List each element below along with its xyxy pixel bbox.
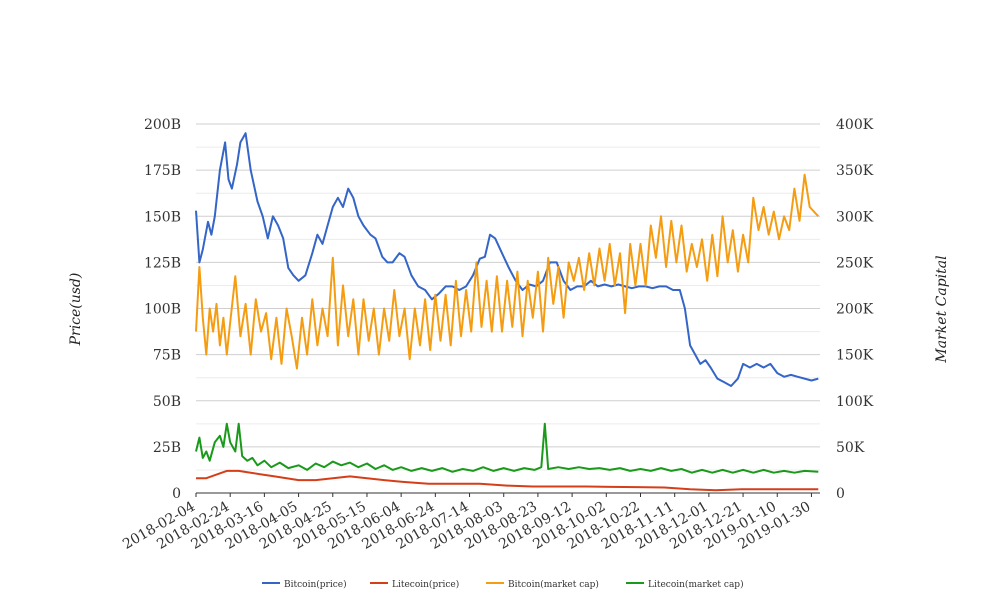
series-lines: [195, 132, 820, 492]
right-axis-ticks: 0 50K 100K 150K 200K 250K 300K 350K 400K: [836, 117, 874, 502]
left-tick-label: 175B: [144, 163, 181, 179]
right-tick-label: 400K: [836, 117, 874, 133]
right-tick-label: 100K: [836, 394, 874, 410]
legend-bitcoin-market-cap-label: Bitcoin(market cap): [508, 579, 599, 590]
left-axis-title: Price(usd): [68, 273, 84, 347]
series-line-bitcoin-price: [195, 132, 819, 387]
left-tick-label: 75B: [153, 348, 181, 364]
series-line-litecoin-price: [196, 469, 819, 492]
right-tick-label: 300K: [836, 209, 874, 225]
left-tick-label: 125B: [144, 255, 181, 271]
right-tick-label: 0: [836, 486, 845, 502]
legend: Bitcoin(price) Litecoin(price) Bitcoin(mar…: [262, 579, 744, 590]
left-tick-label: 150B: [144, 209, 181, 225]
legend-litecoin-market-cap-label: Litecoin(market cap): [648, 579, 744, 590]
x-axis-ticks: 2018-02-042018-02-242018-03-162018-04-05…: [120, 493, 813, 553]
right-tick-label: 350K: [836, 163, 874, 179]
left-tick-label: 200B: [144, 117, 181, 133]
series-line-bitcoin-market-cap: [195, 173, 820, 370]
right-axis-title: Market Capital: [934, 255, 950, 363]
right-tick-label: 50K: [836, 440, 865, 456]
right-tick-label: 150K: [836, 348, 874, 364]
right-tick-label: 200K: [836, 302, 874, 318]
left-tick-label: 100B: [144, 302, 181, 318]
series-line-litecoin-market-cap: [195, 422, 819, 474]
left-tick-label: 50B: [153, 394, 181, 410]
left-tick-label: 25B: [153, 440, 181, 456]
left-axis-ticks: 0 25B 50B 75B 100B 125B 150B 175B 200B: [144, 117, 181, 502]
legend-litecoin-price-label: Litecoin(price): [392, 579, 459, 590]
gridlines: [196, 123, 820, 471]
legend-bitcoin-price-label: Bitcoin(price): [284, 579, 347, 590]
left-tick-label: 0: [172, 486, 181, 502]
right-tick-label: 250K: [836, 255, 874, 271]
